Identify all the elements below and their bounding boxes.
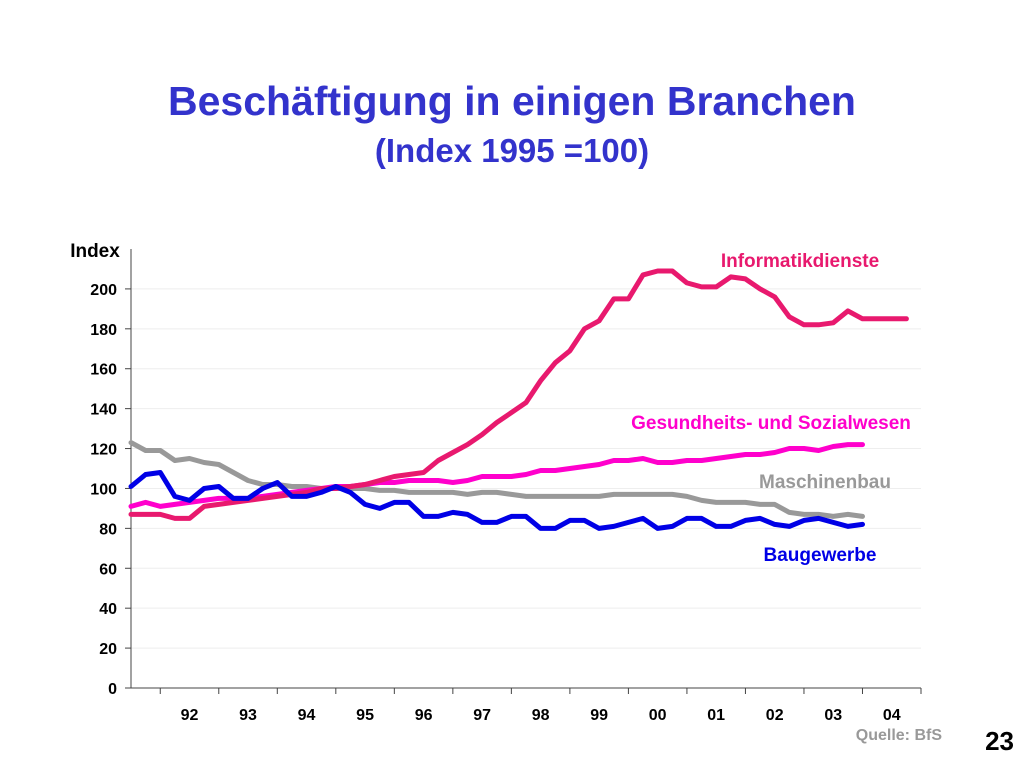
x-axis-ticks: 92 93 94 95 96 97 98 99 00 01 02 03 04 xyxy=(159,688,922,724)
y-tick-label: 60 xyxy=(99,561,117,578)
y-axis-label: Index xyxy=(70,241,120,262)
series-labels: Informatikdienste Gesundheits- und Sozial… xyxy=(631,251,911,566)
x-tick-label: 94 xyxy=(298,707,316,724)
y-tick-label: 200 xyxy=(90,282,117,299)
series-label: Baugewerbe xyxy=(764,545,877,566)
y-tick-label: 0 xyxy=(108,681,117,698)
x-tick-label: 02 xyxy=(766,707,784,724)
x-tick-label: 93 xyxy=(239,707,257,724)
y-tick-label: 80 xyxy=(99,521,117,538)
y-tick-label: 40 xyxy=(99,601,117,618)
x-tick-label: 92 xyxy=(181,707,199,724)
x-tick-label: 01 xyxy=(707,707,725,724)
y-tick-label: 140 xyxy=(90,402,117,419)
page-number: 23 xyxy=(985,726,1014,756)
y-tick-label: 160 xyxy=(90,362,117,379)
x-tick-label: 95 xyxy=(356,707,374,724)
y-tick-label: 180 xyxy=(90,322,117,339)
y-tick-label: 20 xyxy=(99,641,117,658)
series-line xyxy=(128,440,865,519)
source-note: Quelle: BfS xyxy=(855,727,942,744)
chart-subtitle: (Index 1995 =100) xyxy=(374,132,650,169)
series-line xyxy=(128,470,865,531)
y-tick-label: 120 xyxy=(90,442,117,459)
x-tick-label: 04 xyxy=(883,707,901,724)
x-tick-label: 96 xyxy=(415,707,433,724)
y-tick-label: 100 xyxy=(90,481,117,498)
x-tick-label: 03 xyxy=(824,707,842,724)
x-tick-label: 98 xyxy=(532,707,550,724)
grid-lines xyxy=(131,288,921,649)
chart-title: Beschäftigung in einigen Branchen xyxy=(168,78,856,124)
series-label: Gesundheits- und Sozialwesen xyxy=(631,413,911,434)
x-tick-label: 00 xyxy=(649,707,667,724)
axes xyxy=(130,249,921,689)
series-label: Informatikdienste xyxy=(721,251,879,272)
y-axis-ticks: 0 20 40 60 80 100 120 140 160 180 200 xyxy=(90,282,131,698)
x-tick-label: 97 xyxy=(473,707,491,724)
x-tick-label: 99 xyxy=(590,707,608,724)
series-lines xyxy=(128,268,909,531)
series-line xyxy=(128,268,909,521)
series-label: Maschinenbau xyxy=(759,472,891,493)
